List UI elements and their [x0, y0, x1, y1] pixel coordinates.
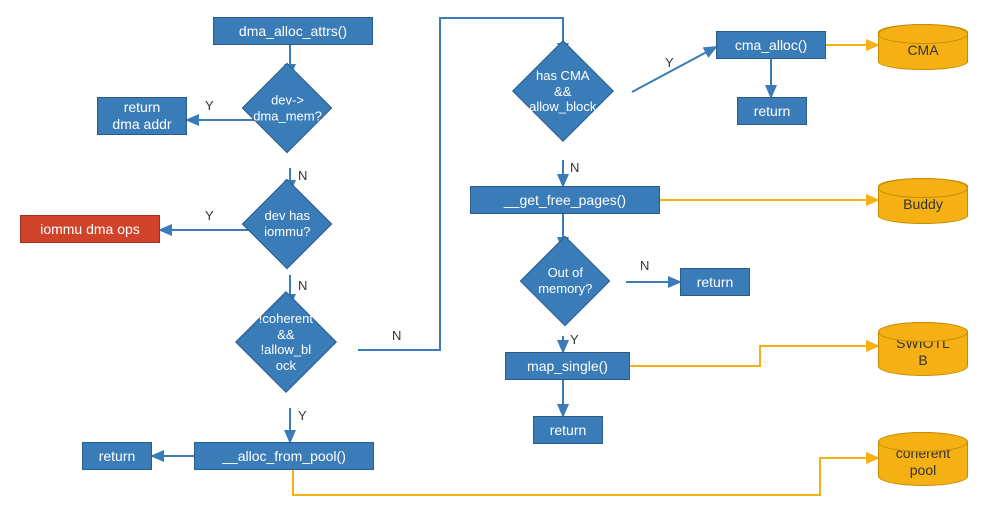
diamond-label: Out ofmemory?	[534, 265, 596, 296]
edge	[293, 458, 878, 495]
node-return_dma_addr: returndma addr	[97, 97, 187, 135]
edge-label: Y	[205, 208, 214, 223]
edge-label: Y	[665, 55, 674, 70]
node-cma_cyl: CMA	[878, 24, 968, 70]
diamond-label: dev->dma_mem?	[253, 92, 322, 123]
node-return_cma: return	[737, 97, 807, 125]
edge-label: N	[392, 328, 401, 343]
node-alloc_from_pool: __alloc_from_pool()	[194, 442, 374, 470]
node-map_single: map_single()	[505, 352, 630, 380]
node-coherent_cyl: coherentpool	[878, 432, 968, 486]
edge-label: Y	[205, 98, 214, 113]
node-return_pool: return	[82, 442, 152, 470]
edge-label: N	[570, 160, 579, 175]
diamond-label: has CMA &&allow_block	[528, 68, 598, 115]
edge-label: N	[298, 278, 307, 293]
edge-label: N	[298, 168, 307, 183]
edge	[630, 346, 878, 366]
node-buddy_cyl: Buddy	[878, 178, 968, 224]
diamond-label: !coherent&& !allow_block	[251, 311, 321, 373]
edge	[632, 47, 716, 92]
edge-label: Y	[570, 332, 579, 347]
node-swiotlb_cyl: SWIOTLB	[878, 322, 968, 376]
edge-label: Y	[298, 408, 307, 423]
node-iommu_dma_ops: iommu dma ops	[20, 215, 160, 243]
diamond-label: dev hasiommu?	[256, 208, 318, 239]
node-get_free_pages: __get_free_pages()	[470, 186, 660, 214]
edge-label: N	[640, 258, 649, 273]
node-dma_alloc_attrs: dma_alloc_attrs()	[213, 17, 373, 45]
node-return_map: return	[533, 416, 603, 444]
edge-layer	[0, 0, 998, 514]
node-cma_alloc: cma_alloc()	[716, 31, 826, 59]
node-return_oom: return	[680, 268, 750, 296]
